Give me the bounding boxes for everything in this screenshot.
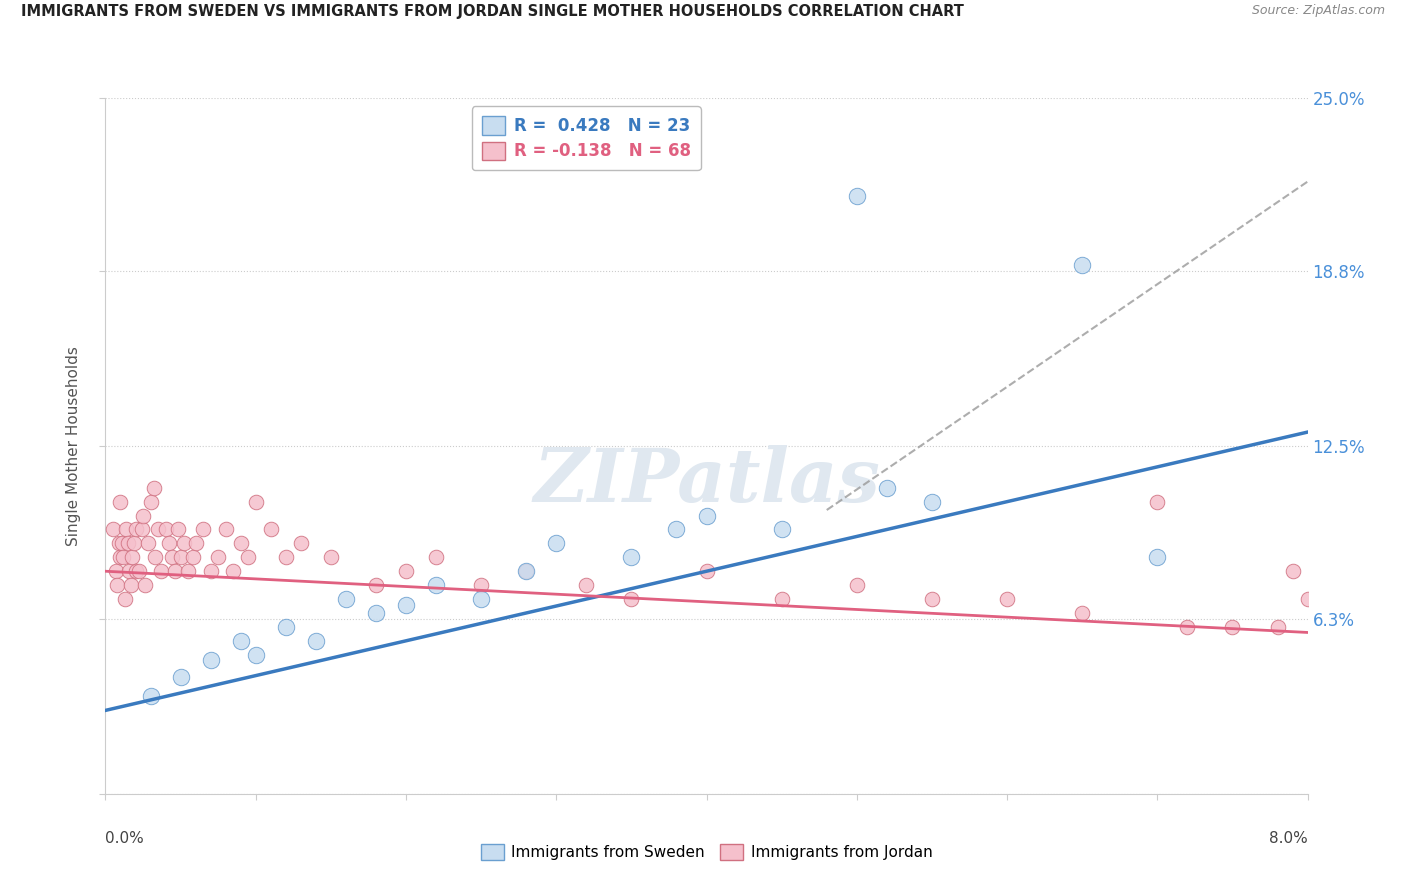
Text: 8.0%: 8.0% bbox=[1268, 831, 1308, 846]
Point bbox=[214, 523, 236, 537]
Point bbox=[132, 508, 155, 523]
Point bbox=[191, 523, 214, 537]
Text: IMMIGRANTS FROM SWEDEN VS IMMIGRANTS FROM JORDAN SINGLE MOTHER HOUSEHOLDS CORREL: IMMIGRANTS FROM SWEDEN VS IMMIGRANTS FRO… bbox=[21, 4, 965, 20]
Point bbox=[620, 592, 643, 607]
Point bbox=[117, 536, 139, 550]
Point bbox=[575, 578, 598, 592]
Point bbox=[101, 523, 124, 537]
Point bbox=[921, 592, 943, 607]
Point bbox=[150, 564, 173, 578]
Point bbox=[274, 620, 297, 634]
Point bbox=[305, 633, 328, 648]
Point bbox=[1222, 620, 1244, 634]
Point bbox=[921, 494, 943, 508]
Point bbox=[131, 523, 153, 537]
Point bbox=[876, 481, 898, 495]
Point bbox=[319, 550, 342, 565]
Point bbox=[200, 564, 222, 578]
Point bbox=[118, 564, 141, 578]
Point bbox=[1296, 592, 1319, 607]
Point bbox=[696, 564, 718, 578]
Point bbox=[181, 550, 204, 565]
Point bbox=[139, 690, 162, 704]
Point bbox=[470, 592, 492, 607]
Point bbox=[770, 592, 793, 607]
Point bbox=[160, 550, 183, 565]
Point bbox=[620, 550, 643, 565]
Point bbox=[155, 523, 177, 537]
Point bbox=[845, 578, 868, 592]
Point bbox=[995, 592, 1018, 607]
Point bbox=[1146, 550, 1168, 565]
Point bbox=[425, 578, 447, 592]
Point bbox=[245, 494, 267, 508]
Point bbox=[546, 536, 568, 550]
Point bbox=[112, 550, 135, 565]
Point bbox=[395, 598, 418, 612]
Text: 0.0%: 0.0% bbox=[105, 831, 145, 846]
Point bbox=[260, 523, 283, 537]
Point bbox=[157, 536, 180, 550]
Point bbox=[364, 606, 387, 620]
Text: ZIPatlas: ZIPatlas bbox=[533, 444, 880, 517]
Point bbox=[222, 564, 245, 578]
Point bbox=[104, 564, 127, 578]
Point bbox=[238, 550, 260, 565]
Point bbox=[110, 494, 132, 508]
Point bbox=[1146, 494, 1168, 508]
Point bbox=[364, 578, 387, 592]
Point bbox=[229, 536, 252, 550]
Point bbox=[1071, 606, 1094, 620]
Point bbox=[1071, 258, 1094, 272]
Point bbox=[1281, 564, 1303, 578]
Point bbox=[136, 536, 159, 550]
Point bbox=[207, 550, 229, 565]
Point bbox=[169, 550, 191, 565]
Point bbox=[124, 564, 146, 578]
Point bbox=[515, 564, 537, 578]
Point bbox=[128, 564, 150, 578]
Point bbox=[173, 536, 195, 550]
Point bbox=[470, 578, 492, 592]
Point bbox=[142, 481, 165, 495]
Point bbox=[184, 536, 207, 550]
Point bbox=[143, 550, 166, 565]
Point bbox=[200, 653, 222, 667]
Point bbox=[114, 592, 136, 607]
Point bbox=[245, 648, 267, 662]
Point bbox=[124, 523, 146, 537]
Point bbox=[163, 564, 186, 578]
Point bbox=[122, 536, 145, 550]
Point bbox=[395, 564, 418, 578]
Point bbox=[108, 536, 131, 550]
Point bbox=[696, 508, 718, 523]
Point bbox=[845, 188, 868, 202]
Point bbox=[166, 523, 188, 537]
Point bbox=[139, 494, 162, 508]
Point bbox=[120, 578, 142, 592]
Point bbox=[121, 550, 143, 565]
Y-axis label: Single Mother Households: Single Mother Households bbox=[66, 346, 82, 546]
Point bbox=[115, 523, 138, 537]
Point bbox=[110, 550, 132, 565]
Point bbox=[290, 536, 312, 550]
Point bbox=[107, 578, 129, 592]
Point bbox=[274, 550, 297, 565]
Point bbox=[425, 550, 447, 565]
Point bbox=[1175, 620, 1198, 634]
Point bbox=[177, 564, 200, 578]
Point bbox=[335, 592, 357, 607]
Point bbox=[169, 670, 191, 684]
Point bbox=[665, 523, 688, 537]
Point bbox=[134, 578, 156, 592]
Point bbox=[515, 564, 537, 578]
Point bbox=[770, 523, 793, 537]
Point bbox=[1267, 620, 1289, 634]
Point bbox=[229, 633, 252, 648]
Point bbox=[146, 523, 169, 537]
Point bbox=[111, 536, 134, 550]
Text: Source: ZipAtlas.com: Source: ZipAtlas.com bbox=[1251, 4, 1385, 18]
Legend: Immigrants from Sweden, Immigrants from Jordan: Immigrants from Sweden, Immigrants from … bbox=[474, 838, 939, 866]
